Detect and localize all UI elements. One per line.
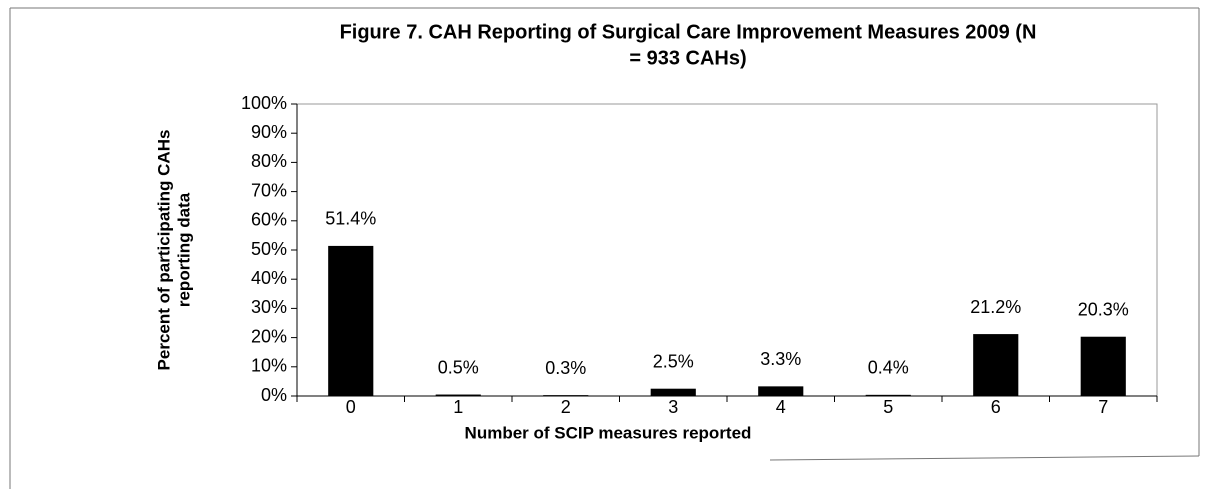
y-tick-label: 30% — [251, 297, 287, 317]
x-tick-label: 3 — [668, 397, 678, 417]
y-tick-label: 70% — [251, 180, 287, 200]
y-tick-label: 60% — [251, 210, 287, 230]
x-tick-label: 5 — [883, 397, 893, 417]
bar — [758, 386, 804, 396]
bar — [1080, 336, 1126, 396]
value-label: 21.2% — [970, 297, 1021, 317]
frame-bottom — [769, 455, 1200, 461]
bar — [650, 388, 696, 396]
x-tick-label: 2 — [561, 397, 571, 417]
x-tick-label: 7 — [1098, 397, 1108, 417]
x-tick-label: 0 — [346, 397, 356, 417]
y-tick-label: 40% — [251, 268, 287, 288]
value-label: 20.3% — [1078, 299, 1129, 319]
y-tick-label: 20% — [251, 326, 287, 346]
value-label: 3.3% — [760, 349, 801, 369]
x-tick-label: 6 — [991, 397, 1001, 417]
y-tick-label: 0% — [261, 385, 287, 405]
y-axis-title: Percent of participating CAHs — [154, 130, 173, 371]
y-tick-label: 100% — [241, 93, 287, 113]
x-axis-title: Number of SCIP measures reported — [465, 423, 752, 442]
bar — [865, 394, 911, 396]
y-tick-label: 10% — [251, 356, 287, 376]
bar — [543, 395, 589, 396]
value-label: 51.4% — [325, 209, 376, 229]
plot-area — [296, 103, 1158, 397]
bar — [435, 394, 481, 396]
bar — [973, 334, 1019, 396]
value-label: 2.5% — [653, 351, 694, 371]
y-tick-label: 50% — [251, 239, 287, 259]
chart-title: = 933 CAHs) — [629, 47, 746, 69]
y-tick-label: 80% — [251, 151, 287, 171]
chart-title: Figure 7. CAH Reporting of Surgical Care… — [340, 21, 1037, 43]
y-axis-title: reporting data — [174, 192, 193, 307]
y-axis-title-group: Percent of participating CAHs reporting d… — [154, 130, 193, 371]
value-label: 0.3% — [545, 358, 586, 378]
bar — [328, 245, 374, 396]
value-label: 0.4% — [868, 358, 909, 378]
y-tick-label: 90% — [251, 122, 287, 142]
value-label: 0.5% — [438, 357, 479, 377]
x-tick-label: 1 — [453, 397, 463, 417]
x-tick-label: 4 — [776, 397, 786, 417]
